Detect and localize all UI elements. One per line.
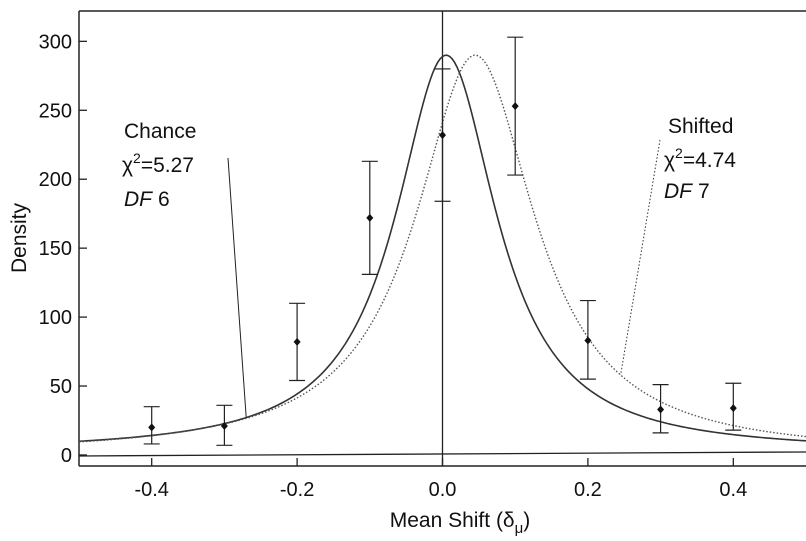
y-tick-label-300: 300 — [39, 31, 72, 53]
data-point-1 — [220, 422, 228, 431]
x-tick-label-1: -0.2 — [280, 479, 314, 501]
x-tick-label-2: 0.0 — [429, 479, 457, 501]
annotation-chance-title: Chance — [124, 120, 196, 143]
x-tick-label-0: -0.4 — [134, 479, 168, 501]
curves-layer — [78, 54, 806, 443]
zero-baseline — [78, 451, 806, 457]
data-point-2 — [293, 337, 301, 346]
data-point-5 — [511, 102, 519, 111]
y-tick-label-200: 200 — [39, 169, 72, 191]
curve-chance — [78, 54, 806, 443]
y-tick-label-50: 50 — [50, 376, 72, 398]
chance-chi-symbol: χ — [122, 154, 133, 177]
shifted-chi-symbol: χ — [664, 149, 675, 172]
shifted-df-value: 7 — [698, 180, 710, 203]
x-tick-label-4: 0.4 — [719, 479, 747, 501]
y-tick-label-100: 100 — [39, 307, 72, 329]
data-point-3 — [366, 213, 374, 222]
curve-shifted — [78, 54, 806, 443]
points-layer — [143, 36, 742, 446]
chance-df-label: DF — [124, 188, 153, 211]
y-tick-label-150: 150 — [39, 238, 72, 260]
x-axis-label-close: ) — [523, 509, 530, 532]
axes-layer: 0 50 100 150 200 250 300 -0.4 -0.2 0.0 0.2 0.4 — [39, 11, 806, 501]
annotation-shifted-chi: χ2=4.74 — [664, 145, 736, 172]
y-tick-label-0: 0 — [61, 445, 72, 467]
data-point-7 — [657, 405, 665, 414]
data-point-0 — [148, 423, 156, 432]
annotation-shifted-df: DF 7 — [664, 180, 710, 203]
annotation-chance-df: DF 6 — [124, 188, 170, 211]
chance-chi-value: =5.27 — [141, 154, 194, 177]
annotation-chance-chi: χ2=5.27 — [122, 150, 194, 177]
annotations-layer — [227, 139, 661, 418]
shifted-chi-exponent: 2 — [675, 145, 683, 161]
data-point-8 — [729, 404, 737, 413]
shifted-df-label: DF — [664, 180, 693, 203]
shifted-chi-value: =4.74 — [683, 149, 736, 172]
y-axis-label: Density — [8, 202, 31, 273]
y-tick-label-250: 250 — [39, 100, 72, 122]
data-point-6 — [584, 336, 592, 345]
annotation-shifted-title: Shifted — [668, 115, 733, 138]
x-tick-label-3: 0.2 — [574, 479, 602, 501]
data-point-4 — [439, 131, 446, 140]
x-axis-label-subscript: μ — [515, 520, 524, 537]
chance-chi-exponent: 2 — [133, 150, 141, 166]
chance-leader-line — [227, 157, 247, 418]
x-axis-label: Mean Shift (δμ) — [390, 509, 531, 537]
chance-df-value: 6 — [158, 188, 170, 211]
x-axis-label-main: Mean Shift (δ — [390, 509, 515, 532]
shifted-leader-line — [620, 139, 661, 376]
